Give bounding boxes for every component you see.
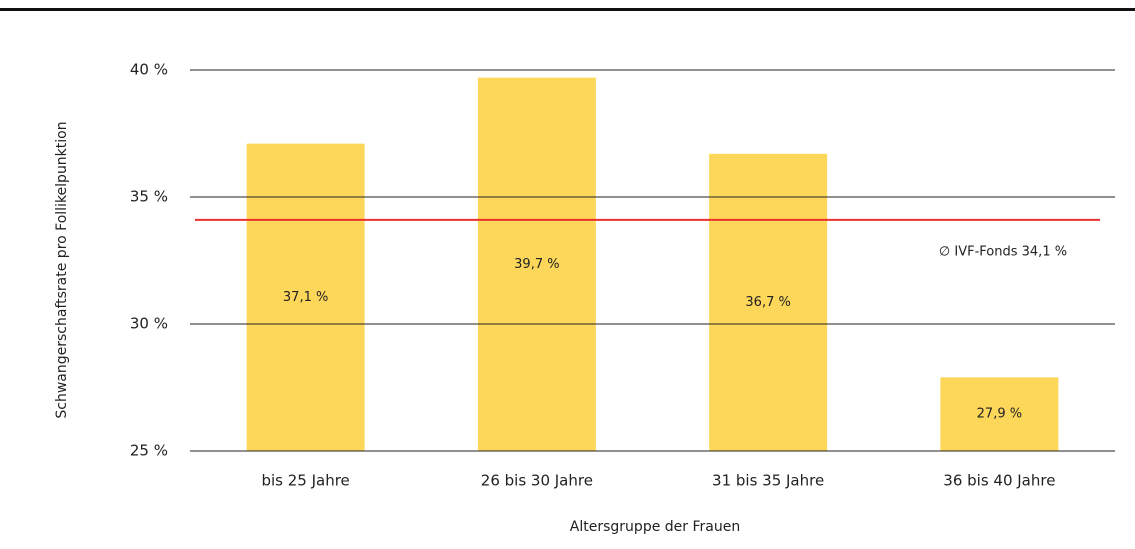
value-label: 27,9 % xyxy=(977,407,1022,422)
bar xyxy=(246,143,365,451)
value-label: 37,1 % xyxy=(283,290,328,305)
x-tick-label: bis 25 Jahre xyxy=(261,472,349,490)
y-tick-label: 35 % xyxy=(130,188,168,206)
reference-label: ∅ IVF-Fonds 34,1 % xyxy=(939,244,1067,259)
y-axis-label: Schwangerschaftsrate pro Follikelpunktio… xyxy=(54,121,70,418)
value-label: 36,7 % xyxy=(745,295,790,310)
y-tick-label: 25 % xyxy=(130,442,168,460)
top-border xyxy=(0,8,1135,11)
bar xyxy=(709,153,828,451)
x-tick-label: 36 bis 40 Jahre xyxy=(943,472,1055,490)
x-axis-label: Altersgruppe der Frauen xyxy=(570,519,740,535)
x-tick-label: 26 bis 30 Jahre xyxy=(481,472,593,490)
x-tick-label: 31 bis 35 Jahre xyxy=(712,472,824,490)
y-tick-label: 30 % xyxy=(130,315,168,333)
bar xyxy=(477,77,596,452)
value-label: 39,7 % xyxy=(514,257,559,272)
bar xyxy=(940,377,1059,451)
y-tick-label: 40 % xyxy=(130,61,168,79)
